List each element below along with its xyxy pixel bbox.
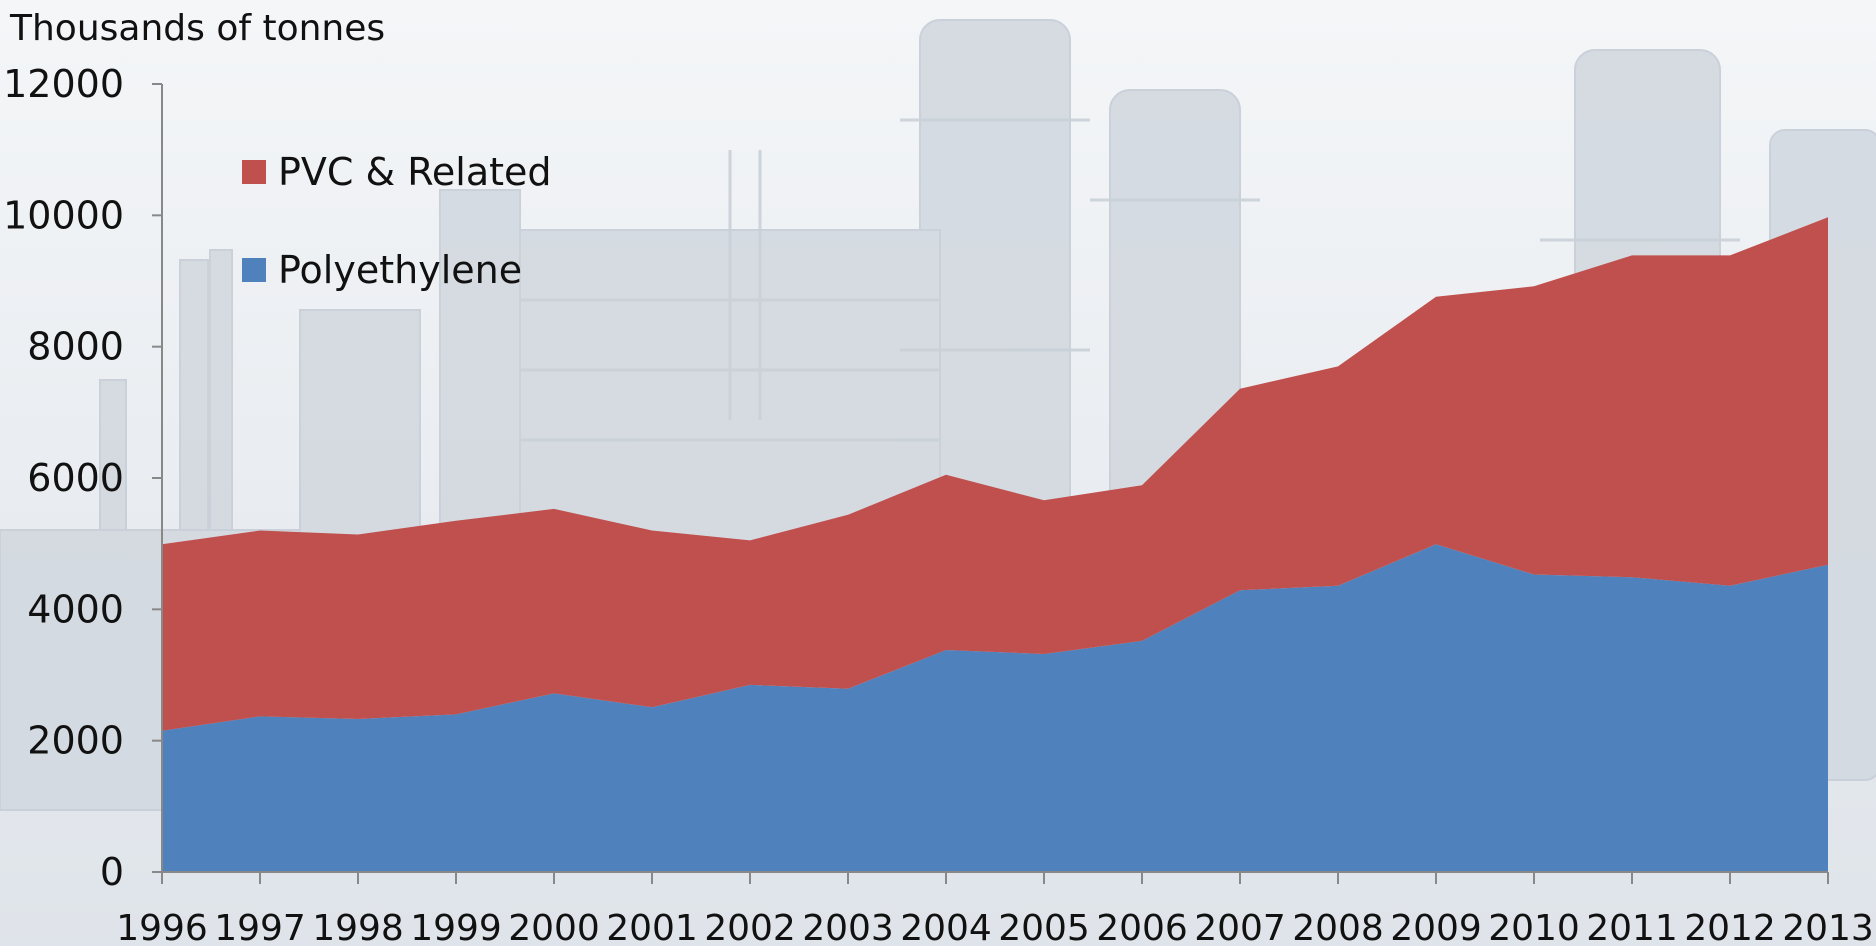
legend-swatch-pvc-related	[242, 160, 266, 184]
legend: PVC & Related Polyethylene	[242, 150, 552, 292]
x-tick-label: 2002	[704, 908, 796, 946]
x-tick-label: 1996	[116, 908, 208, 946]
x-tick-label: 2003	[802, 908, 894, 946]
area-series-pvc-related	[162, 217, 1828, 731]
x-tick-label: 1998	[312, 908, 404, 946]
legend-label-pvc-related: PVC & Related	[278, 150, 552, 194]
x-tick-label: 2013	[1782, 908, 1874, 946]
labels-layer: 0 2000 4000 6000 8000 10000 12000 1996 1997 1998 1…	[3, 8, 1874, 946]
axes-layer	[152, 83, 1829, 884]
y-tick-label: 12000	[3, 62, 124, 106]
x-tick-label: 2011	[1586, 908, 1678, 946]
x-tick-label: 2001	[606, 908, 698, 946]
x-tick-label: 2007	[1194, 908, 1286, 946]
x-tick-label: 2010	[1488, 908, 1580, 946]
area-series-polyethylene	[162, 544, 1828, 872]
y-tick-label: 6000	[27, 456, 124, 500]
legend-item-polyethylene: Polyethylene	[242, 248, 522, 292]
x-tick-label: 2012	[1684, 908, 1776, 946]
y-axis-title: Thousands of tonnes	[9, 8, 385, 49]
y-tick-label: 10000	[3, 193, 124, 237]
legend-swatch-polyethylene	[242, 258, 266, 282]
y-tick-label: 8000	[27, 325, 124, 369]
y-tick-label: 4000	[27, 587, 124, 631]
x-tick-label: 2006	[1096, 908, 1188, 946]
x-tick-label: 1997	[214, 908, 306, 946]
y-tick-label: 0	[100, 850, 124, 894]
x-tick-label: 2008	[1292, 908, 1384, 946]
x-tick-label: 2004	[900, 908, 992, 946]
x-tick-label: 1999	[410, 908, 502, 946]
y-tick-label: 2000	[27, 719, 124, 763]
x-tick-label: 2005	[998, 908, 1090, 946]
x-tick-label: 2000	[508, 908, 600, 946]
legend-item-pvc-related: PVC & Related	[242, 150, 552, 194]
areas-layer	[162, 217, 1828, 872]
x-tick-label: 2009	[1390, 908, 1482, 946]
legend-label-polyethylene: Polyethylene	[278, 248, 522, 292]
